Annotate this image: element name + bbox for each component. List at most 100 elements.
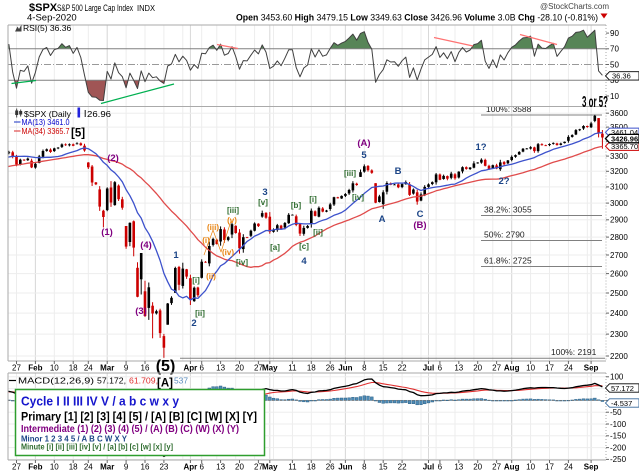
svg-text:[iv]: [iv] [236, 258, 248, 267]
svg-text:[ii]: [ii] [195, 309, 205, 318]
svg-text:2500: 2500 [610, 289, 628, 298]
svg-text:Open 3453.60 High 3479.15 Low: Open 3453.60 High 3479.15 Low 3349.63 Cl… [236, 13, 598, 24]
svg-text:24: 24 [84, 364, 93, 373]
svg-text:27: 27 [492, 463, 501, 472]
svg-text:Jul: Jul [423, 364, 435, 373]
svg-text:[5]: [5] [71, 128, 85, 140]
svg-text:100%: 3588: 100%: 3588 [486, 104, 532, 114]
svg-text:17: 17 [545, 463, 554, 472]
svg-text:61.709,: 61.709, [129, 376, 158, 386]
svg-text:(v): (v) [227, 216, 237, 225]
svg-text:24: 24 [564, 364, 573, 373]
svg-text:(iv): (iv) [222, 248, 234, 257]
svg-text:9: 9 [124, 463, 129, 472]
svg-text:A: A [379, 214, 386, 225]
svg-text:Apr: Apr [184, 463, 198, 472]
svg-text:(3): (3) [135, 306, 147, 317]
svg-text:Apr: Apr [184, 364, 198, 373]
svg-text:[ii]: [ii] [313, 228, 323, 237]
svg-text:[v]: [v] [258, 198, 268, 207]
svg-text:20: 20 [235, 364, 244, 373]
svg-text:Jun: Jun [338, 364, 352, 373]
svg-text:MA(13) 3461.0: MA(13) 3461.0 [22, 118, 70, 127]
svg-text:3 or 5?: 3 or 5? [582, 94, 608, 111]
svg-text:50%: 2790: 50%: 2790 [484, 230, 525, 240]
svg-text:4: 4 [301, 256, 307, 267]
svg-text:Jun: Jun [338, 463, 352, 472]
svg-text:(A): (A) [357, 138, 370, 149]
svg-text:70: 70 [610, 45, 619, 54]
svg-text:Mar: Mar [100, 364, 114, 373]
svg-text:Feb: Feb [28, 364, 42, 373]
svg-text:Jul: Jul [423, 463, 435, 472]
svg-text:27: 27 [492, 364, 501, 373]
svg-text:57.172,: 57.172, [97, 376, 126, 386]
svg-text:B: B [395, 166, 402, 177]
svg-text:(B): (B) [413, 220, 426, 231]
svg-text:6: 6 [438, 364, 443, 373]
svg-text:90: 90 [610, 29, 619, 38]
svg-text:23: 23 [159, 463, 168, 472]
svg-text:2900: 2900 [610, 216, 628, 225]
svg-text:Primary [1] [2] [3] [4] [5] /: Primary [1] [2] [3] [4] [5] / [A] [B] [C… [21, 410, 257, 424]
svg-text:24: 24 [564, 463, 573, 472]
svg-text:May: May [262, 463, 278, 472]
svg-text:3300: 3300 [610, 152, 628, 161]
svg-text:3000: 3000 [610, 199, 628, 208]
svg-text:18: 18 [69, 364, 78, 373]
svg-text:3426.96: 3426.96 [611, 135, 638, 144]
svg-text:Minute [i] [ii] [iii] [iv] [v]: Minute [i] [ii] [iii] [iv] [v] / [a] [b]… [21, 443, 173, 452]
svg-text:(5): (5) [156, 358, 176, 375]
svg-text:22: 22 [398, 364, 407, 373]
svg-text:-50: -50 [610, 408, 622, 417]
svg-text:Sep: Sep [584, 463, 599, 472]
svg-text:10: 10 [50, 364, 59, 373]
svg-text:(4): (4) [140, 240, 152, 251]
svg-text:5: 5 [361, 150, 367, 161]
svg-text:[i]: [i] [192, 276, 200, 285]
svg-text:[iv]: [iv] [352, 193, 364, 202]
svg-text:36.36: 36.36 [612, 72, 631, 81]
svg-text:2300: 2300 [610, 330, 628, 339]
svg-text:50: 50 [610, 60, 619, 69]
svg-text:-100: -100 [610, 420, 627, 429]
svg-text:-250: -250 [610, 455, 627, 464]
svg-text:$SPX: $SPX [29, 2, 58, 14]
svg-text:13: 13 [216, 463, 225, 472]
svg-text:[a]: [a] [270, 243, 280, 252]
svg-text:3200: 3200 [610, 167, 628, 176]
svg-text:2600: 2600 [610, 269, 628, 278]
svg-text:C: C [417, 209, 424, 220]
svg-text:2: 2 [191, 318, 196, 329]
svg-text:27: 27 [12, 364, 21, 373]
svg-text:[iii]: [iii] [227, 206, 239, 215]
svg-text:26: 26 [326, 364, 335, 373]
svg-text:100%: 2191: 100%: 2191 [551, 347, 597, 357]
svg-text:15: 15 [379, 463, 388, 472]
svg-text:11: 11 [288, 463, 297, 472]
svg-text:-150: -150 [610, 432, 627, 441]
svg-text:2?: 2? [498, 176, 509, 187]
svg-text:MACD(12,26,9): MACD(12,26,9) [18, 376, 94, 386]
svg-text:[b]: [b] [291, 201, 302, 210]
svg-text:4-Sep-2020: 4-Sep-2020 [27, 13, 77, 24]
svg-text:MA(34) 3365.7: MA(34) 3365.7 [22, 127, 70, 136]
svg-text:100: 100 [610, 373, 624, 382]
svg-text:26.96: 26.96 [87, 109, 111, 119]
svg-text:2200: 2200 [610, 352, 628, 361]
svg-text:16: 16 [141, 364, 150, 373]
svg-text:20: 20 [473, 364, 482, 373]
svg-text:3100: 3100 [610, 183, 628, 192]
svg-text:57.172: 57.172 [611, 384, 634, 393]
svg-text:18: 18 [69, 463, 78, 472]
svg-text:Intermediate (1) (2) (3) (4) (: Intermediate (1) (2) (3) (4) (5) / (A) (… [21, 424, 239, 435]
svg-text:-200: -200 [610, 443, 627, 452]
svg-text:20: 20 [473, 463, 482, 472]
svg-text:Sep: Sep [584, 364, 599, 373]
svg-text:Aug: Aug [504, 364, 520, 373]
svg-text:(ii): (ii) [206, 272, 216, 281]
svg-text:26: 26 [326, 463, 335, 472]
svg-text:3365.70: 3365.70 [611, 142, 638, 151]
svg-text:1?: 1? [475, 142, 486, 153]
svg-text:3: 3 [262, 187, 267, 198]
